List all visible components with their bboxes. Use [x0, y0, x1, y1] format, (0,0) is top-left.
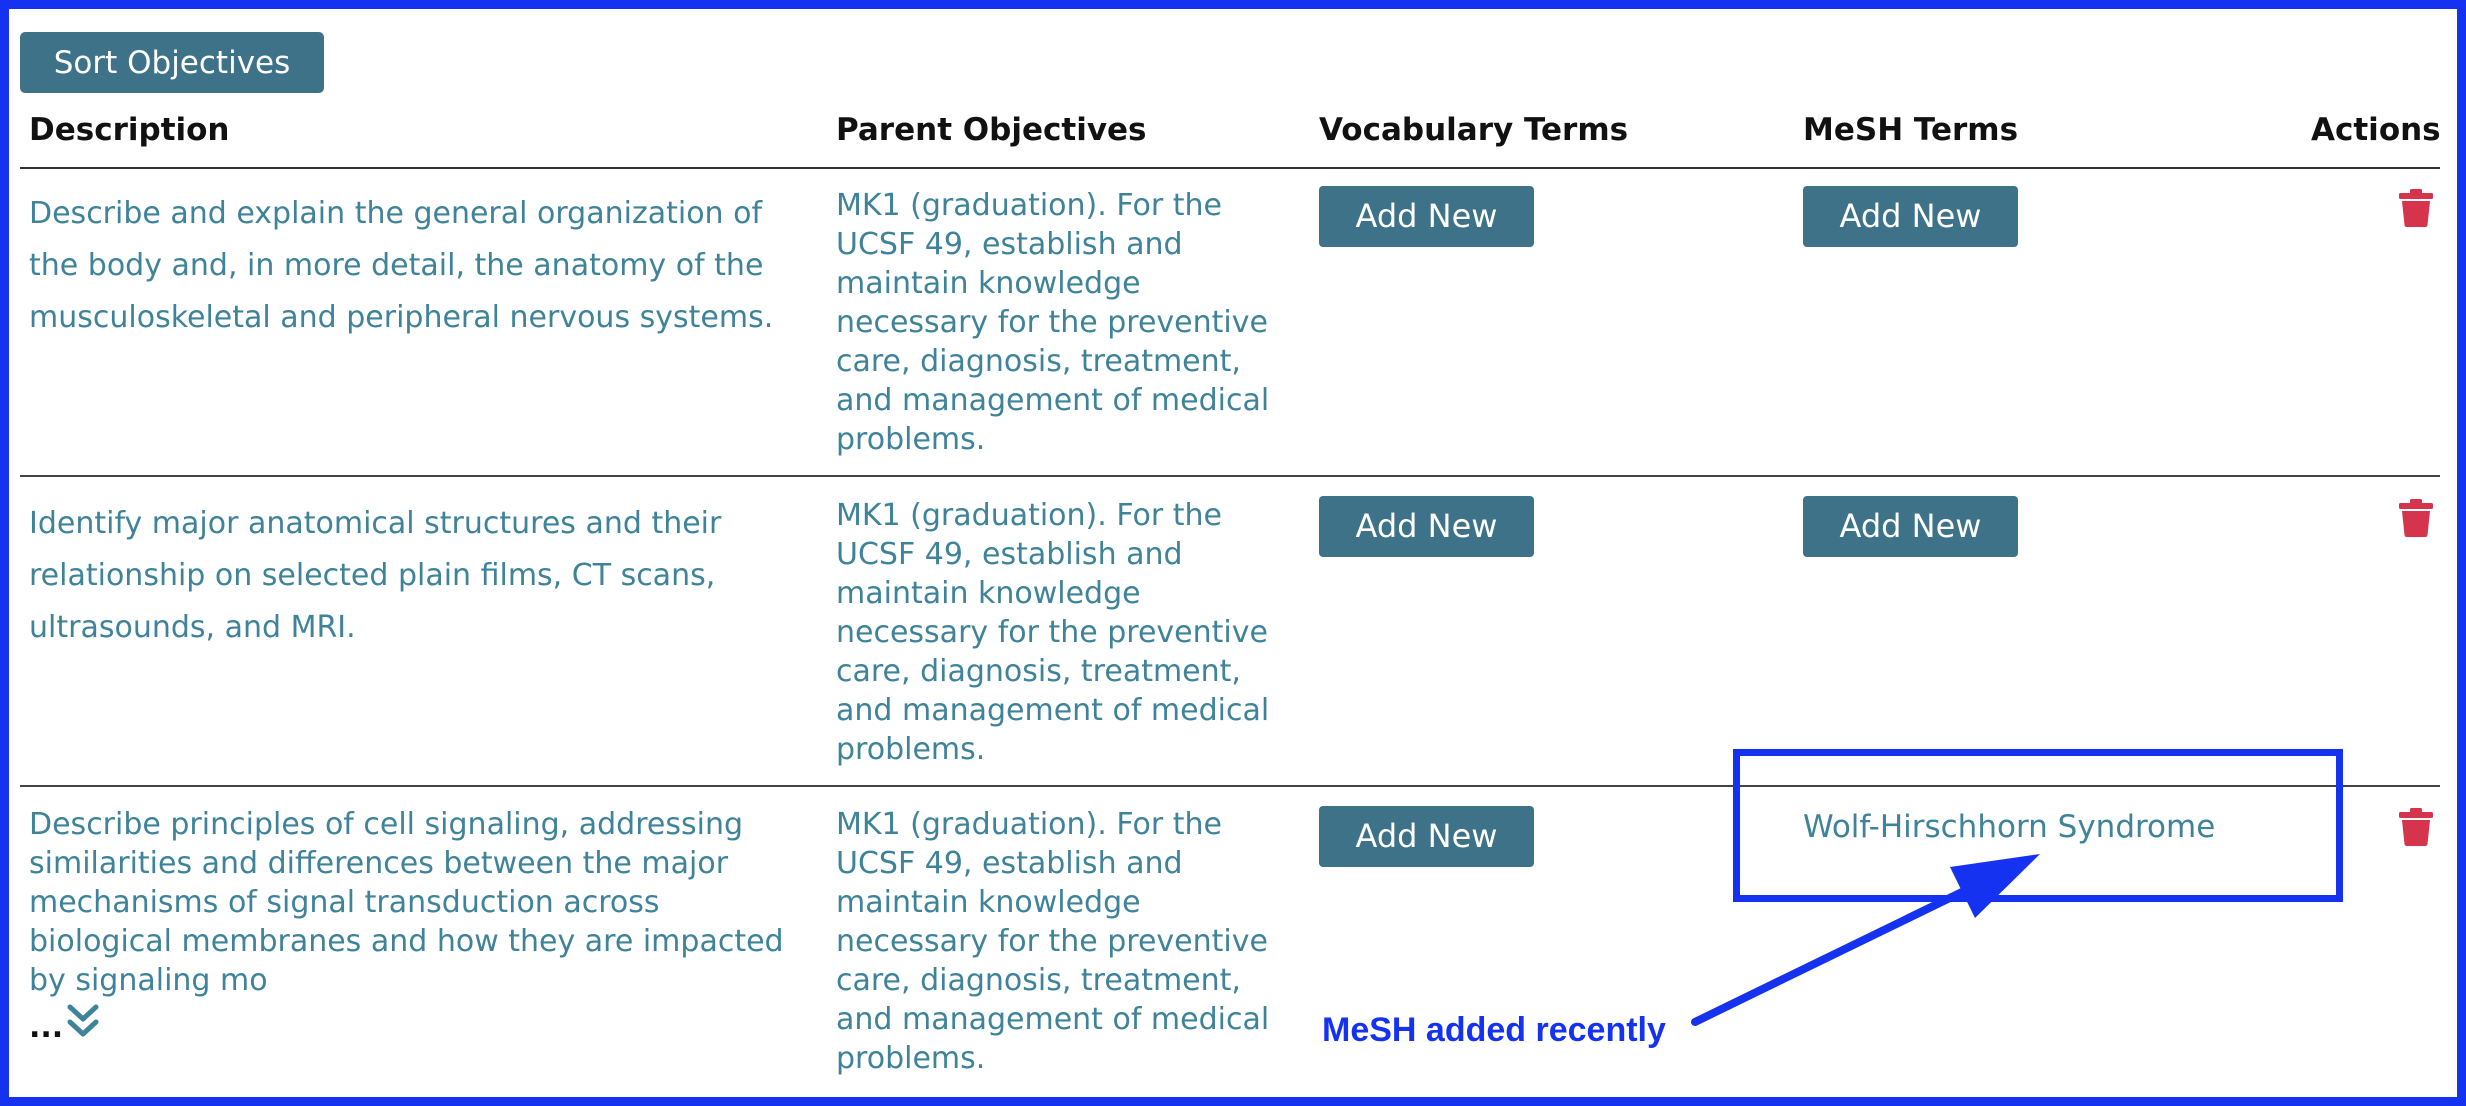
- column-header-mesh-terms: MeSH Terms: [1803, 112, 2019, 148]
- chevron-double-down-icon[interactable]: [66, 1004, 100, 1040]
- parent-objective[interactable]: MK1 (graduation). For the UCSF 49, estab…: [836, 498, 1270, 767]
- trash-icon[interactable]: [2399, 189, 2433, 227]
- row-divider: [20, 785, 2440, 787]
- trash-icon[interactable]: [2399, 499, 2433, 537]
- truncation-ellipsis: ...: [29, 1010, 64, 1045]
- column-header-parent-objectives: Parent Objectives: [836, 112, 1147, 148]
- add-vocabulary-term-button[interactable]: Add New: [1319, 496, 1534, 557]
- objective-description[interactable]: Identify major anatomical structures and…: [29, 506, 722, 645]
- column-header-description: Description: [29, 112, 230, 148]
- add-vocabulary-term-button[interactable]: Add New: [1319, 186, 1534, 247]
- column-header-actions: Actions: [2311, 112, 2441, 148]
- trash-icon[interactable]: [2399, 808, 2433, 846]
- header-divider: [20, 167, 2440, 169]
- objective-description[interactable]: Describe and explain the general organiz…: [29, 196, 774, 335]
- mesh-term-link[interactable]: Wolf-Hirschhorn Syndrome: [1803, 809, 2216, 845]
- add-vocabulary-term-button[interactable]: Add New: [1319, 806, 1534, 867]
- add-mesh-term-button[interactable]: Add New: [1803, 186, 2018, 247]
- parent-objective[interactable]: MK1 (graduation). For the UCSF 49, estab…: [836, 188, 1270, 457]
- annotation-highlight-box: [1733, 749, 2343, 902]
- row-divider: [20, 475, 2440, 477]
- parent-objective[interactable]: MK1 (graduation). For the UCSF 49, estab…: [836, 807, 1270, 1076]
- sort-objectives-button[interactable]: Sort Objectives: [20, 32, 324, 93]
- add-mesh-term-button[interactable]: Add New: [1803, 496, 2018, 557]
- column-header-vocabulary-terms: Vocabulary Terms: [1319, 112, 1629, 148]
- annotation-label: MeSH added recently: [1322, 1011, 1666, 1049]
- objective-description[interactable]: Describe principles of cell signaling, a…: [29, 807, 784, 998]
